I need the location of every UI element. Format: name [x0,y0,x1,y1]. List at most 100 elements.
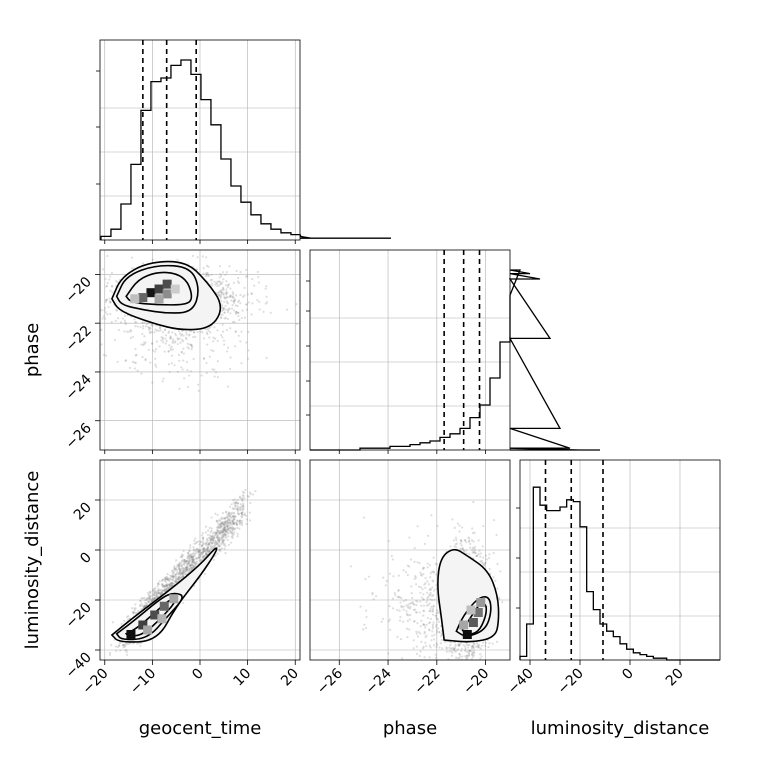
scatter-point [465,552,469,555]
scatter-point [202,548,205,551]
scatter-point [155,365,158,368]
scatter-point [191,559,194,563]
scatter-point [143,341,146,344]
scatter-point [211,537,215,540]
scatter-point [167,350,170,353]
scatter-point [194,557,198,561]
scatter-point [181,329,184,333]
scatter-point [165,575,168,579]
scatter-point [141,343,145,346]
histogram-step-luminosity_distance [519,486,720,661]
scatter-point [175,580,178,584]
scatter-point [173,341,176,344]
scatter-point [485,558,488,561]
scatter-point [187,334,191,337]
scatter-point [157,589,160,592]
scatter-point [185,566,188,569]
scatter-point [418,562,421,565]
scatter-point [219,294,222,297]
scatter-point [149,597,152,600]
scatter-point [181,575,185,578]
scatter-point [169,348,173,352]
scatter-point [164,342,167,345]
scatter-point [210,273,213,276]
scatter-point [473,545,477,549]
scatter-point [219,531,222,534]
scatter-point [214,540,218,543]
scatter-point [165,583,168,586]
scatter-point [193,561,196,565]
scatter-point [229,526,233,530]
histogram-bin [480,405,490,450]
scatter-point [235,269,238,273]
scatter-point [209,331,212,334]
scatter-point [195,540,198,544]
scatter-point [221,336,224,339]
scatter-point [105,298,109,301]
scatter-point [217,525,220,528]
scatter-point [482,641,485,644]
scatter-point [207,543,210,546]
scatter-point [220,521,223,525]
scatter-point [131,360,134,363]
scatter-point [407,614,410,617]
scatter-point [209,326,212,329]
scatter-point [212,538,215,541]
scatter-point [469,670,471,672]
scatter-point [241,508,244,511]
scatter-point [473,665,475,667]
scatter-point [167,331,170,334]
scatter-point [236,510,240,513]
scatter-point [141,321,144,324]
scatter-point [184,570,187,573]
scatter-point [115,308,118,311]
scatter-point [224,521,227,524]
scatter-point [217,537,221,541]
scatter-point [124,321,127,324]
scatter-point [436,618,440,621]
scatter-point [479,653,482,656]
scatter-point [177,576,180,579]
scatter-point [399,601,402,604]
scatter-point [204,549,207,553]
scatter-point [207,542,210,546]
scatter-point [235,501,238,504]
scatter-point [216,360,219,363]
scatter-point [431,607,435,611]
scatter-point [210,278,214,281]
scatter-point [474,548,477,552]
scatter-point [141,604,144,607]
scatter-point [409,613,412,616]
scatter-point [231,519,235,522]
scatter-point [213,283,217,286]
scatter-point [151,381,154,384]
scatter-point [163,576,166,579]
scatter-point [215,526,218,529]
scatter-point [223,525,226,528]
scatter-point [163,585,166,588]
scatter-point [223,311,226,314]
scatter-point [240,505,243,508]
scatter-point [191,346,194,349]
scatter-point [204,549,208,552]
scatter-point [206,548,209,551]
scatter-point [205,548,209,551]
scatter-point [474,645,478,648]
scatter-point [455,665,457,667]
scatter-point [232,522,235,525]
scatter-point [153,592,156,595]
scatter-point [234,311,238,314]
scatter-point [467,644,470,647]
scatter-point [191,565,194,568]
scatter-point [185,338,188,341]
scatter-point [172,338,175,341]
scatter-point [160,591,163,594]
scatter-point [202,547,206,550]
scatter-point [237,512,241,515]
scatter-point [220,529,223,532]
scatter-point [410,591,413,595]
scatter-point [219,316,223,319]
histogram-bin [573,502,580,660]
scatter-point [139,325,142,329]
scatter-point [223,526,226,530]
